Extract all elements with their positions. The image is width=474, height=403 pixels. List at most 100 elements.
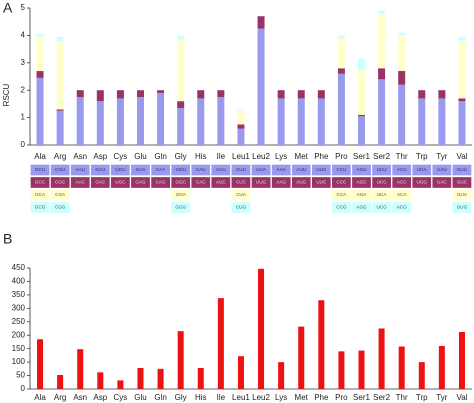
- x-tick-label: Thr: [396, 152, 408, 161]
- x-tick-label: Asn: [73, 152, 87, 161]
- bar: [137, 368, 144, 389]
- bar-segment: [56, 110, 64, 145]
- codon-cell: [110, 164, 131, 176]
- codon-cell: [211, 164, 231, 176]
- codon-cell: [110, 176, 131, 189]
- codon-cell: [90, 164, 111, 176]
- bar-segment: [277, 98, 285, 145]
- x-tick-label: Met: [295, 393, 309, 402]
- codon-label: CUG: [236, 205, 247, 210]
- codon-cell: [351, 189, 372, 201]
- codon-label: GUC: [457, 180, 468, 185]
- bar: [37, 339, 44, 389]
- codon-label: ACC: [397, 180, 407, 185]
- bar-segment: [177, 39, 185, 102]
- x-tick-label: Gly: [175, 393, 187, 402]
- codon-label: CGC: [55, 180, 66, 185]
- codon-label: CCA: [337, 192, 348, 197]
- bar-segment: [56, 40, 64, 110]
- bar: [97, 372, 104, 389]
- codon-label: UUC: [316, 180, 327, 185]
- x-tick-label: Leu1: [232, 393, 250, 402]
- bar: [458, 331, 465, 389]
- codon-cell: [432, 176, 452, 189]
- x-tick-label: Arg: [54, 152, 66, 161]
- x-tick-label: Ser2: [373, 152, 390, 161]
- codon-label: CAG: [156, 180, 166, 185]
- codon-label: GAC: [95, 180, 106, 185]
- codon-label: AGU: [357, 167, 367, 172]
- codon-cell: [191, 176, 211, 189]
- x-tick-label: Ile: [217, 152, 226, 161]
- x-tick-label: Lys: [275, 152, 287, 161]
- codon-label: CAC: [196, 180, 206, 185]
- codon-label: AAC: [76, 180, 86, 185]
- codon-cell: [70, 176, 90, 189]
- bar: [258, 268, 265, 389]
- codon-cell: [30, 164, 50, 176]
- bar-segment: [438, 98, 446, 145]
- bar: [278, 362, 285, 389]
- y-tick-label: 400: [12, 277, 26, 286]
- x-tick-label: Glu: [134, 393, 146, 402]
- codon-cell: [251, 176, 271, 189]
- codon-cell: [432, 164, 452, 176]
- x-tick-label: Pro: [335, 152, 348, 161]
- y-tick-label: 0: [21, 384, 26, 393]
- y-tick-label: 150: [12, 344, 26, 353]
- codon-cell: [391, 201, 412, 214]
- codon-label: GCG: [35, 205, 46, 210]
- x-tick-label: Phe: [314, 393, 329, 402]
- bar: [318, 300, 325, 389]
- bar-segment: [137, 90, 144, 98]
- bar-segment: [418, 98, 426, 145]
- bar: [217, 298, 224, 389]
- bar: [398, 346, 405, 389]
- bar-segment: [418, 90, 426, 99]
- codon-cell: [130, 176, 151, 189]
- bar-segment: [358, 116, 365, 145]
- bar-segment: [177, 108, 185, 145]
- codon-cell: [391, 164, 412, 176]
- y-tick-label: 3: [21, 58, 26, 67]
- codon-cell: [331, 176, 352, 189]
- codon-cell: [371, 164, 392, 176]
- bar-segment: [36, 34, 44, 37]
- codon-cell: [231, 201, 251, 214]
- codon-cell: [271, 176, 291, 189]
- y-tick-label: 300: [12, 303, 26, 312]
- codon-cell: [191, 164, 211, 176]
- bar-segment: [277, 90, 285, 99]
- bar: [358, 350, 365, 389]
- codon-label: AUG: [296, 180, 306, 185]
- codon-label: CCU: [336, 167, 346, 172]
- codon-label: UGC: [115, 180, 126, 185]
- codon-cell: [271, 164, 291, 176]
- codon-cell: [311, 176, 332, 189]
- bar-segment: [237, 109, 245, 111]
- x-tick-label: Leu2: [252, 152, 270, 161]
- y-tick-label: 4: [21, 31, 26, 40]
- bar-segment: [398, 35, 406, 72]
- codon-cell: [70, 164, 90, 176]
- bar-segment: [317, 98, 325, 145]
- x-tick-label: Arg: [54, 393, 66, 402]
- x-tick-label: Leu2: [252, 393, 270, 402]
- y-tick-label: 5: [21, 3, 26, 12]
- x-tick-label: Ile: [217, 393, 226, 402]
- x-tick-label: Glu: [134, 152, 146, 161]
- x-tick-label: Lys: [275, 393, 287, 402]
- x-tick-label: Tyr: [436, 152, 447, 161]
- x-tick-label: Cys: [114, 393, 128, 402]
- codon-cell: [30, 189, 50, 201]
- codon-label: ACG: [397, 205, 407, 210]
- bar-segment: [36, 71, 44, 78]
- y-tick-label: 1: [21, 113, 26, 122]
- panel-label: B: [3, 231, 12, 247]
- x-tick-label: Phe: [314, 152, 329, 161]
- codon-label: CGG: [55, 205, 66, 210]
- codon-cell: [211, 176, 231, 189]
- y-tick-label: 0: [21, 140, 26, 149]
- codon-cell: [150, 176, 171, 189]
- bar-segment: [358, 69, 365, 115]
